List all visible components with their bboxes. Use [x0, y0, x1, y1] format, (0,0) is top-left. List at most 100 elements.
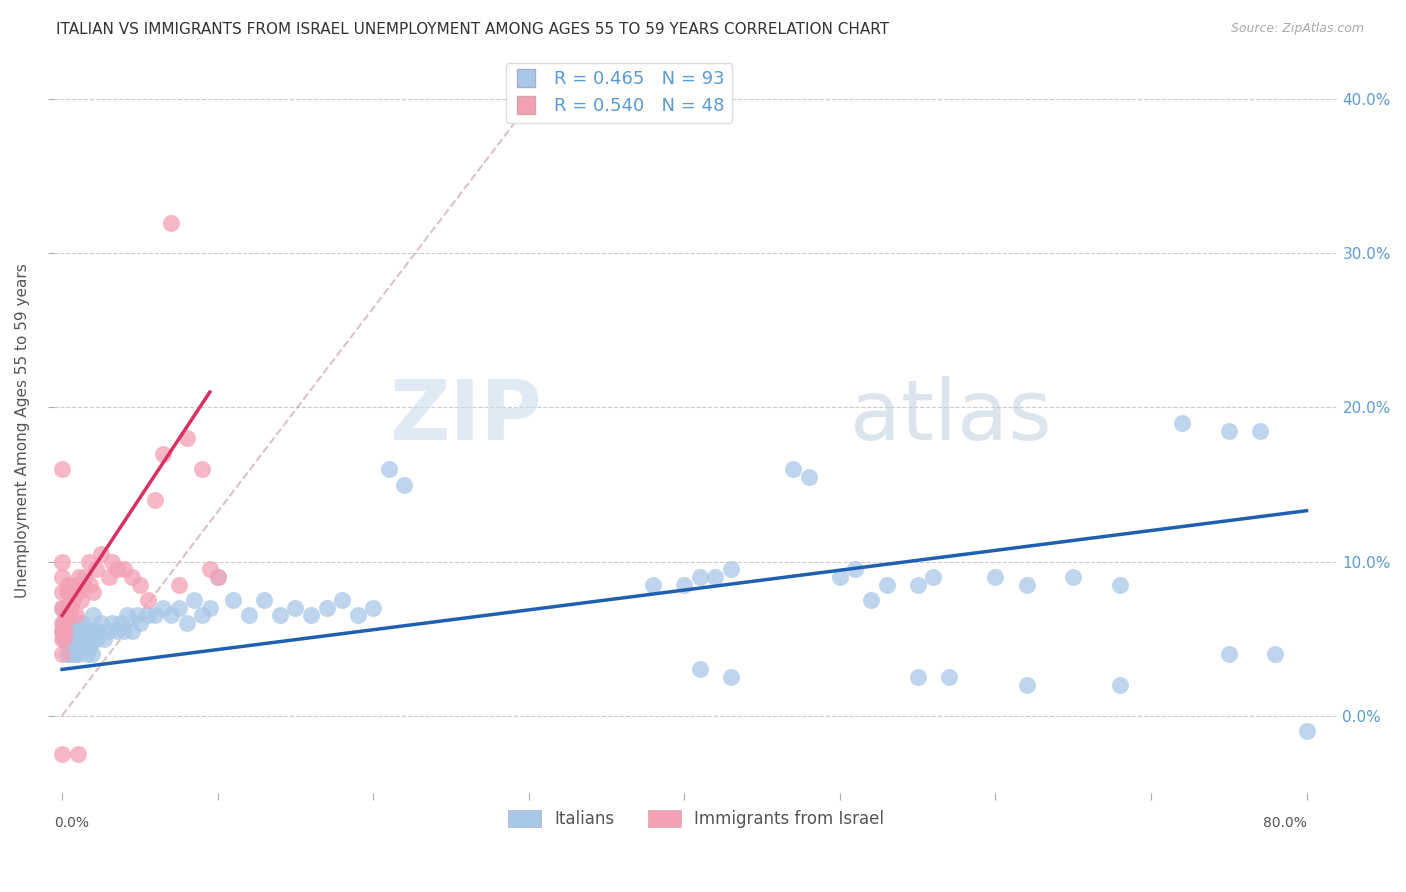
Point [105, 624, 128, 638]
Point [60, 600, 83, 615]
Point [112, 562, 135, 576]
Point [198, 600, 221, 615]
Point [253, 593, 276, 607]
Point [59, 616, 82, 631]
Point [160, 608, 183, 623]
Point [720, 562, 742, 576]
Point [117, 608, 139, 623]
Point [198, 562, 221, 576]
Point [128, 577, 150, 591]
Point [65, 632, 87, 646]
Point [136, 593, 159, 607]
Point [67, 616, 90, 631]
Point [136, 608, 159, 623]
Point [82, 624, 104, 638]
Point [125, 608, 148, 623]
Point [222, 593, 245, 607]
Text: Source: ZipAtlas.com: Source: ZipAtlas.com [1230, 22, 1364, 36]
Point [160, 216, 183, 230]
Point [66, 585, 89, 599]
Point [69, 593, 91, 607]
Point [128, 616, 150, 631]
Point [51, 570, 73, 584]
Point [80, 647, 103, 661]
Point [1249, 424, 1271, 438]
Point [90, 547, 112, 561]
Point [176, 431, 198, 445]
Point [59, 632, 82, 646]
Point [79, 624, 101, 638]
Point [51, 600, 73, 615]
Point [207, 570, 229, 584]
Y-axis label: Unemployment Among Ages 55 to 59 years: Unemployment Among Ages 55 to 59 years [15, 263, 30, 598]
Point [59, 585, 82, 599]
Point [63, 624, 86, 638]
Point [75, 570, 97, 584]
Point [907, 670, 929, 684]
Point [938, 670, 960, 684]
Point [394, 477, 416, 491]
Point [145, 608, 167, 623]
Point [167, 577, 190, 591]
Point [77, 632, 100, 646]
Point [1062, 570, 1084, 584]
Point [63, 640, 86, 654]
Point [53, 624, 76, 638]
Point [782, 462, 804, 476]
Point [110, 616, 132, 631]
Point [75, 632, 97, 646]
Point [1218, 424, 1240, 438]
Point [55, 616, 77, 631]
Point [55, 632, 77, 646]
Point [51, 624, 73, 638]
Point [112, 624, 135, 638]
Point [63, 577, 86, 591]
Point [643, 577, 665, 591]
Point [53, 632, 76, 646]
Point [284, 600, 307, 615]
Point [72, 616, 94, 631]
Point [69, 640, 91, 654]
Point [67, 632, 90, 646]
Point [51, 624, 73, 638]
Point [84, 562, 107, 576]
Point [76, 647, 98, 661]
Point [51, 616, 73, 631]
Point [90, 616, 112, 631]
Point [152, 600, 174, 615]
Point [1108, 577, 1130, 591]
Point [84, 632, 107, 646]
Point [121, 624, 143, 638]
Point [58, 624, 80, 638]
Point [77, 555, 100, 569]
Point [60, 640, 83, 654]
Text: ZIP: ZIP [389, 376, 541, 457]
Point [75, 624, 97, 638]
Point [58, 577, 80, 591]
Point [53, 624, 76, 638]
Point [97, 624, 120, 638]
Point [797, 470, 820, 484]
Point [51, 747, 73, 761]
Point [1015, 577, 1038, 591]
Point [876, 577, 898, 591]
Point [67, 570, 90, 584]
Point [65, 647, 87, 661]
Point [191, 608, 214, 623]
Point [55, 585, 77, 599]
Point [51, 555, 73, 569]
Point [52, 600, 75, 615]
Text: 0.0%: 0.0% [55, 816, 90, 830]
Point [1108, 678, 1130, 692]
Point [59, 608, 82, 623]
Point [844, 562, 866, 576]
Point [62, 647, 84, 661]
Point [1295, 724, 1317, 739]
Point [299, 608, 322, 623]
Point [52, 616, 75, 631]
Point [52, 632, 75, 646]
Point [105, 562, 128, 576]
Legend: Italians, Immigrants from Israel: Italians, Immigrants from Israel [501, 804, 891, 835]
Point [859, 593, 882, 607]
Point [51, 462, 73, 476]
